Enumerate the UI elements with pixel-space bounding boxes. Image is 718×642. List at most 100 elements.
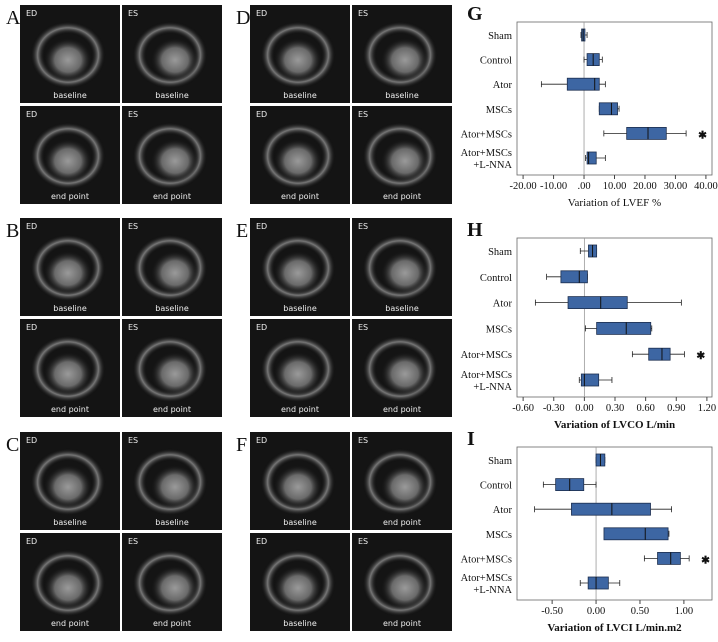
phase-label: ES: [128, 537, 138, 546]
box: [567, 296, 628, 310]
phase-label: ED: [26, 222, 37, 231]
phase-label: ES: [128, 222, 138, 231]
heart-blob: [381, 465, 429, 509]
time-label: end point: [383, 518, 421, 527]
plot-frame: [516, 237, 713, 398]
heart-blob: [274, 139, 322, 183]
panel-letter: E: [236, 220, 248, 242]
phase-label: ES: [358, 110, 368, 119]
significance-mark: ✱: [698, 129, 707, 141]
phase-label: ED: [256, 222, 267, 231]
box: [603, 527, 669, 541]
heart-blob: [151, 352, 199, 396]
phase-label: ES: [358, 323, 368, 332]
time-label: end point: [51, 192, 89, 201]
heart-blob: [381, 38, 429, 82]
time-label: end point: [51, 619, 89, 628]
time-label: end point: [281, 192, 319, 201]
time-label: baseline: [53, 304, 87, 313]
panel-letter: D: [236, 7, 250, 29]
heart-blob: [274, 566, 322, 610]
significance-mark: ✱: [696, 350, 705, 362]
category-label: Control: [480, 273, 512, 284]
heart-blob: [381, 566, 429, 610]
heart-blob: [381, 352, 429, 396]
category-label: MSCs: [486, 324, 512, 335]
box: [580, 373, 600, 387]
box: [566, 77, 600, 91]
heart-blob: [274, 38, 322, 82]
panel-letter: B: [6, 220, 19, 242]
phase-label: ED: [256, 9, 267, 18]
heart-blob: [274, 465, 322, 509]
panel-letter: A: [6, 7, 21, 29]
panel-letter: I: [467, 428, 475, 450]
box: [586, 151, 597, 165]
phase-label: ED: [26, 110, 37, 119]
x-tick-label: 0.90: [667, 403, 685, 414]
x-tick-label: 0.30: [606, 403, 624, 414]
box: [560, 270, 588, 284]
phase-label: ED: [256, 436, 267, 445]
x-tick-label: 30.00: [664, 181, 688, 192]
box: [571, 502, 651, 516]
x-axis-label: Variation of LVCO L/min: [554, 419, 675, 431]
category-label: Ator+MSCs: [461, 370, 512, 381]
time-label: baseline: [283, 304, 317, 313]
panel-letter: F: [236, 434, 247, 456]
time-label: baseline: [385, 304, 419, 313]
phase-label: ED: [26, 9, 37, 18]
time-label: baseline: [283, 91, 317, 100]
x-tick-label: 0.60: [636, 403, 654, 414]
heart-blob: [44, 139, 92, 183]
box: [626, 127, 667, 140]
category-label: Sham: [488, 247, 512, 258]
category-label: Ator+MSCs: [461, 573, 512, 584]
heart-blob: [44, 465, 92, 509]
phase-label: ES: [128, 323, 138, 332]
category-label: +L-NNA: [473, 382, 512, 393]
x-tick-label: 1.20: [698, 403, 716, 414]
time-label: end point: [383, 192, 421, 201]
heart-blob: [274, 251, 322, 295]
phase-label: ES: [128, 436, 138, 445]
category-label: Ator+MSCs: [461, 148, 512, 159]
phase-label: ES: [358, 537, 368, 546]
time-label: end point: [153, 405, 191, 414]
significance-mark: ✱: [701, 554, 710, 566]
heart-blob: [151, 566, 199, 610]
time-label: end point: [383, 619, 421, 628]
time-label: baseline: [155, 91, 189, 100]
category-label: Ator+MSCs: [461, 350, 512, 361]
time-label: baseline: [53, 91, 87, 100]
box: [657, 552, 681, 565]
x-axis-label: Variation of LVEF %: [568, 197, 661, 209]
heart-blob: [381, 139, 429, 183]
time-label: end point: [153, 192, 191, 201]
x-tick-label: 20.00: [633, 181, 657, 192]
x-tick-label: -20.00: [510, 181, 537, 192]
x-tick-label: 0.00: [587, 606, 605, 617]
phase-label: ED: [26, 323, 37, 332]
phase-label: ED: [256, 110, 267, 119]
phase-label: ES: [358, 9, 368, 18]
x-tick-label: 40.00: [694, 181, 718, 192]
time-label: baseline: [385, 91, 419, 100]
phase-label: ED: [256, 323, 267, 332]
panel-letter: G: [467, 3, 483, 25]
box: [596, 321, 652, 335]
heart-blob: [381, 251, 429, 295]
phase-label: ES: [358, 436, 368, 445]
time-label: end point: [281, 405, 319, 414]
plot-frame: [516, 446, 713, 601]
x-tick-label: -0.30: [543, 403, 565, 414]
phase-label: ED: [26, 537, 37, 546]
x-tick-label: -10.00: [540, 181, 567, 192]
phase-label: ED: [26, 436, 37, 445]
category-label: Ator: [493, 80, 513, 91]
x-tick-label: 1.00: [675, 606, 693, 617]
category-label: Sham: [488, 456, 512, 467]
category-label: MSCs: [486, 530, 512, 541]
category-label: Ator+MSCs: [461, 554, 512, 565]
